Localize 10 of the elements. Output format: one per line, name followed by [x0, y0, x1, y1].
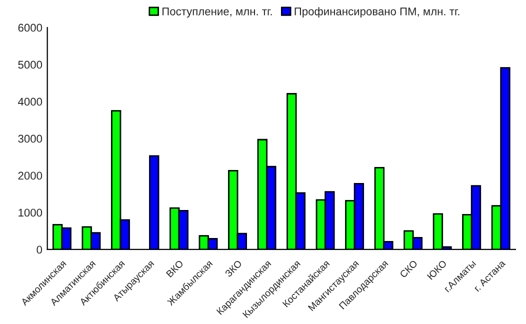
x-tick-label: СКО: [399, 260, 418, 278]
y-tick-label: 5000: [18, 60, 42, 69]
y-tick-label: 6000: [18, 24, 42, 32]
legend-label: Поступление, млн. тг.: [162, 8, 272, 18]
y-tick-label: 3000: [18, 134, 42, 143]
y-tick-label: 0: [36, 246, 42, 254]
y-tick-label: 2000: [18, 172, 42, 180]
y-tick-label: 4000: [18, 98, 42, 106]
legend-label: Профинансировано ПМ, млн. тг.: [294, 7, 460, 18]
y-tick-label: 1000: [18, 208, 42, 217]
